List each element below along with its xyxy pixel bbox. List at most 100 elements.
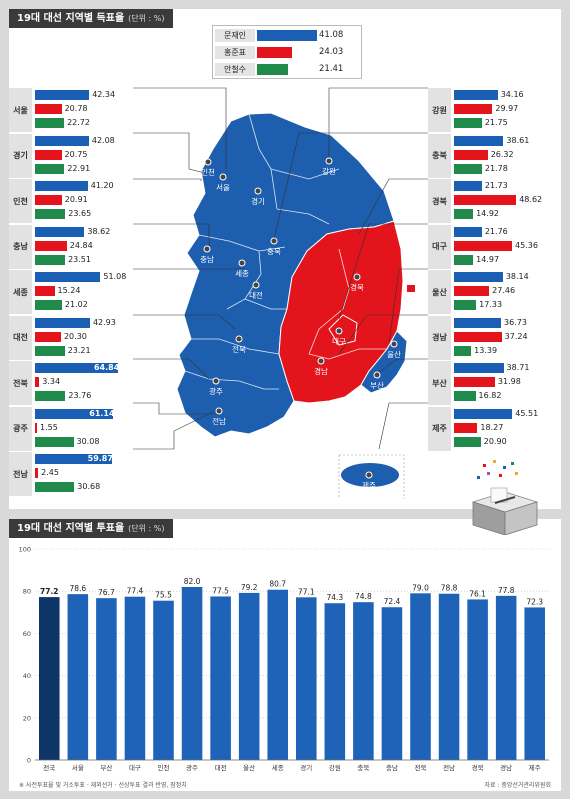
region-value-hong: 2.45: [41, 468, 59, 477]
region-bar-ahn: [454, 209, 474, 219]
vote-share-panel: 19대 대선 지역별 득표율 (단위 : %) 문재인 41.08 홍준표 24.…: [9, 9, 561, 509]
region-bar-moon: [35, 317, 90, 328]
map-label: 광주: [209, 387, 223, 396]
region-value-hong: 15.24: [57, 286, 81, 295]
map-marker: [353, 273, 361, 281]
turnout-bar: [181, 586, 203, 760]
category-label: 부산: [100, 763, 112, 772]
category-label: 경기: [300, 763, 312, 772]
region-value-moon: 36.73: [504, 317, 527, 327]
legend-bar-ahn: [257, 64, 289, 75]
region-value-hong: 20.91: [64, 195, 88, 204]
region-value-hong: 18.27: [480, 422, 504, 432]
region-name: 부산: [428, 361, 451, 405]
region-bar-ahn: [454, 391, 476, 401]
legend-name-moon: 문재인: [215, 29, 255, 42]
region-bar-hong: [35, 331, 61, 342]
region-value-ahn: 14.97: [476, 254, 500, 264]
region-bar-ahn: [454, 163, 482, 174]
region-box-left-8: 전남 59.87 2.45 30.68: [9, 452, 124, 496]
map-marker: [317, 357, 325, 365]
region-bar-hong: [35, 468, 39, 478]
region-name: 충남: [9, 224, 32, 269]
region-value-moon: 59.87: [87, 454, 113, 463]
region-value-moon: 51.08: [103, 272, 127, 281]
region-value-ahn: 17.33: [479, 300, 503, 309]
turnout-bar: [438, 593, 460, 760]
region-value-moon: 64.84: [93, 363, 120, 372]
category-label: 강원: [329, 763, 341, 772]
map-island-east: [407, 285, 415, 292]
region-bar-moon: [454, 135, 504, 146]
category-label: 세종: [272, 763, 284, 772]
turnout-panel: 0 20 40 60 80 100 77.2 전국 78.6 서울 76.7 부산 77.4 대구 75.5…: [9, 519, 561, 791]
region-bar-ahn: [35, 391, 66, 401]
region-name: 인천: [9, 179, 32, 223]
map-label: 경북: [350, 283, 364, 292]
map-mainland-blue: [176, 112, 395, 438]
turnout-bar: [124, 596, 146, 760]
legend-name-hong: 홍준표: [215, 46, 255, 59]
region-bar-moon: [35, 135, 89, 146]
region-bar-ahn: [35, 254, 66, 265]
map-marker: [373, 371, 381, 379]
category-label: 울산: [243, 763, 255, 772]
region-value-moon: 38.14: [505, 272, 529, 281]
region-bar-hong: [454, 104, 493, 114]
region-bar-ahn: [35, 300, 62, 310]
region-value-ahn: 16.82: [478, 391, 502, 400]
map-label: 제주: [362, 481, 376, 490]
map-jeju-frame: [338, 454, 405, 499]
region-box-left-3: 충남 38.62 24.84 23.51: [9, 224, 124, 269]
region-box-right-5: 경남 36.73 37.24 13.39: [428, 315, 543, 360]
turnout-bar: [295, 597, 317, 760]
map-marker: [219, 173, 227, 181]
map-label: 대전: [249, 291, 263, 300]
region-value-hong: 24.84: [69, 240, 93, 250]
region-bar-hong: [35, 240, 67, 251]
region-value-ahn: 22.91: [67, 163, 91, 173]
region-value-ahn: 30.08: [76, 436, 100, 446]
region-bar-ahn: [35, 436, 74, 447]
turnout-value-label: 82.0: [184, 577, 201, 586]
korea-map: [133, 87, 428, 499]
region-bar-hong: [35, 377, 40, 387]
legend-value-ahn: 21.41: [319, 64, 344, 74]
vote-share-title: 19대 대선 지역별 득표율 (단위 : %): [9, 9, 173, 28]
region-value-ahn: 23.51: [68, 254, 91, 264]
category-label: 대구: [129, 764, 141, 772]
region-value-hong: 3.34: [42, 377, 61, 386]
region-bar-moon: [454, 317, 501, 328]
turnout-value-label: 80.7: [269, 580, 286, 589]
region-value-moon: 42.93: [92, 317, 116, 327]
map-marker: [335, 327, 343, 335]
category-label: 서울: [72, 763, 84, 772]
map-label: 서울: [216, 183, 230, 192]
region-value-ahn: 14.92: [476, 209, 499, 218]
region-bar-moon: [454, 181, 482, 191]
region-name: 경남: [428, 315, 451, 360]
region-name: 전남: [9, 452, 32, 496]
legend-name-ahn: 안철수: [215, 63, 255, 76]
region-name: 광주: [9, 406, 32, 451]
y-tick-label: 0: [27, 757, 31, 765]
region-bar-moon: [35, 226, 85, 237]
region-box-left-2: 인천 41.20 20.91 23.65: [9, 179, 124, 223]
y-tick-label: 100: [19, 546, 31, 554]
region-bar-moon: [454, 363, 504, 373]
region-bar-moon: [35, 363, 118, 373]
region-bar-hong: [454, 286, 490, 296]
map-marker: [252, 281, 260, 289]
region-box-right-2: 경북 21.73 48.62 14.92: [428, 179, 543, 223]
legend-bar-moon: [257, 30, 317, 41]
region-bar-hong: [454, 422, 478, 433]
footnote-right: 자료 : 중앙선거관리위원회: [484, 782, 551, 789]
candidate-legend: 문재인 41.08 홍준표 24.03 안철수 21.41: [212, 25, 362, 79]
vote-share-title-text: 19대 대선 지역별 득표율: [17, 13, 125, 24]
region-value-ahn: 22.72: [67, 118, 90, 127]
leader-lines: [133, 87, 428, 450]
region-bar-ahn: [35, 163, 65, 174]
category-label: 전국: [43, 763, 55, 772]
turnout-unit: (단위 : %): [128, 524, 165, 533]
